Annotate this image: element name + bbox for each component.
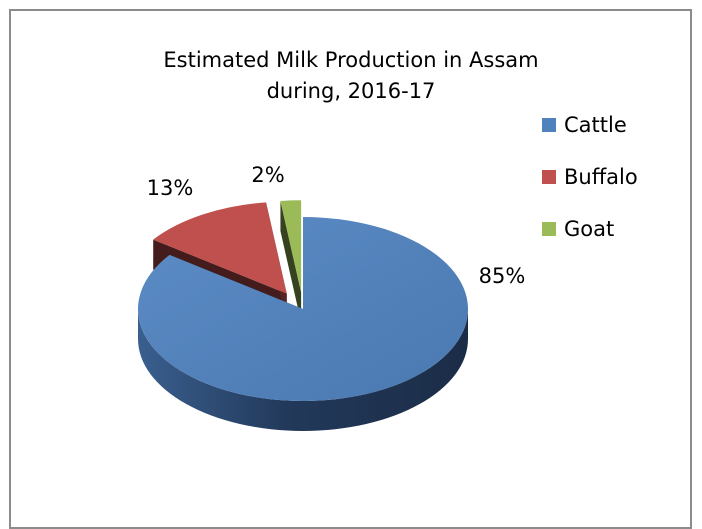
- slice-top: [153, 202, 287, 294]
- pie-slices: [137, 200, 469, 431]
- slice-top: [137, 217, 469, 401]
- data-labels: 85% 13% 2%: [147, 163, 526, 288]
- data-label-buffalo: 13%: [147, 176, 194, 200]
- legend-label-cattle: Cattle: [564, 113, 627, 137]
- legend-swatch-buffalo: [542, 170, 556, 184]
- pie-slice-goat: [280, 200, 302, 323]
- legend-swatch-goat: [542, 222, 556, 236]
- legend-label-buffalo: Buffalo: [564, 165, 638, 189]
- slice-side: [138, 309, 468, 431]
- data-label-goat: 2%: [251, 163, 284, 187]
- slice-wall: [280, 201, 302, 323]
- legend: Cattle Buffalo Goat: [542, 113, 638, 241]
- slice-top: [280, 200, 302, 293]
- pie-slice-cattle: [137, 217, 469, 431]
- pie-chart: Estimated Milk Production in Assam durin…: [137, 48, 638, 431]
- data-label-cattle: 85%: [479, 264, 526, 288]
- chart-title-line-2: during, 2016-17: [267, 79, 436, 103]
- chart-title-line-1: Estimated Milk Production in Assam: [163, 48, 538, 72]
- legend-swatch-cattle: [542, 118, 556, 132]
- legend-label-goat: Goat: [564, 217, 614, 241]
